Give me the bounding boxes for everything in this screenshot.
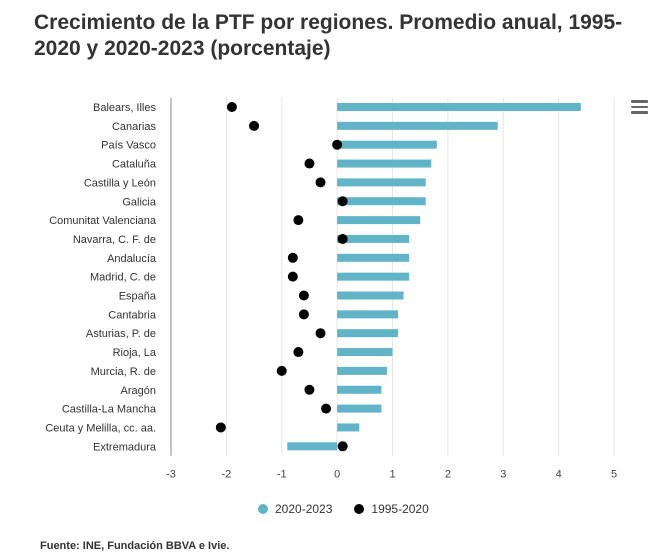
bar-2020-2023 — [337, 385, 382, 394]
bar-2020-2023 — [337, 103, 581, 111]
category-label: Murcia, R. de — [91, 366, 156, 378]
category-label: Aragón — [121, 385, 156, 397]
bar-2020-2023 — [337, 178, 426, 187]
category-label: Andalucía — [107, 253, 157, 265]
chart-legend: 2020-2023 1995-2020 — [258, 502, 451, 516]
dot-1995-2020 — [337, 441, 348, 452]
x-tick-label: 4 — [556, 469, 562, 481]
legend-marker-1995-2020 — [354, 504, 365, 514]
dot-1995-2020 — [315, 177, 326, 188]
legend-marker-2020-2023 — [258, 504, 268, 514]
x-tick-label: 3 — [500, 469, 506, 481]
legend-label-2020-2023: 2020-2023 — [275, 502, 333, 516]
bar-2020-2023 — [337, 348, 393, 357]
category-label: Castilla-La Mancha — [62, 404, 157, 416]
bar-2020-2023 — [337, 291, 404, 300]
category-label: España — [119, 291, 157, 303]
category-label: Comunitat Valenciana — [49, 215, 157, 227]
bar-2020-2023 — [337, 423, 360, 432]
category-label: Canarias — [112, 121, 157, 133]
legend-item-1995-2020[interactable]: 1995-2020 — [354, 502, 429, 516]
dot-1995-2020 — [226, 102, 237, 112]
bar-2020-2023 — [337, 140, 437, 149]
bar-2020-2023 — [337, 197, 426, 206]
bar-2020-2023 — [337, 216, 421, 225]
x-tick-label: -1 — [277, 469, 287, 481]
x-tick-label: 1 — [389, 469, 395, 481]
dot-1995-2020 — [298, 290, 309, 301]
dot-1995-2020 — [215, 422, 226, 433]
category-label: Rioja, La — [113, 347, 157, 359]
category-label: Galicia — [122, 196, 157, 208]
bar-2020-2023 — [337, 404, 382, 413]
legend-item-2020-2023[interactable]: 2020-2023 — [258, 502, 332, 516]
dot-1995-2020 — [304, 158, 315, 169]
bar-2020-2023 — [337, 121, 498, 130]
source-note: Fuente: INE, Fundación BBVA e Ivie. — [40, 540, 230, 552]
dot-1995-2020 — [337, 233, 348, 244]
dot-1995-2020 — [293, 347, 304, 358]
legend-label-1995-2020: 1995-2020 — [371, 502, 429, 516]
bar-2020-2023 — [337, 329, 399, 338]
category-label: Ceuta y Melilla, cc. aa. — [45, 422, 156, 434]
chart-title: Crecimiento de la PTF por regiones. Prom… — [34, 11, 623, 60]
chart-plot: -3 -2 -1 0 1 2 3 4 5 Balears, Illes Canarias País V… — [45, 97, 617, 481]
bar-2020-2023 — [287, 442, 338, 451]
bar-2020-2023 — [337, 234, 410, 243]
bar-2020-2023 — [337, 310, 399, 319]
dot-1995-2020 — [304, 384, 315, 395]
dot-1995-2020 — [332, 139, 343, 150]
x-tick-label: 5 — [611, 469, 617, 481]
category-label: Madrid, C. de — [90, 272, 156, 284]
category-label: Extremadura — [93, 441, 157, 453]
x-tick-label: 0 — [334, 469, 340, 481]
dot-1995-2020 — [321, 403, 332, 414]
dot-1995-2020 — [293, 215, 304, 226]
dot-1995-2020 — [287, 252, 298, 263]
dot-1995-2020 — [298, 309, 309, 320]
x-tick-label: 2 — [445, 469, 451, 481]
x-tick-label: -2 — [221, 469, 231, 481]
category-label: Balears, Illes — [93, 102, 156, 114]
category-label: País Vasco — [101, 140, 156, 152]
bar-2020-2023 — [337, 159, 432, 168]
category-label: Cataluña — [112, 159, 157, 171]
bar-2020-2023 — [337, 253, 410, 262]
bar-2020-2023 — [337, 366, 387, 375]
dot-1995-2020 — [337, 196, 348, 207]
category-label: Cantabria — [108, 309, 157, 321]
category-label: Castilla y León — [84, 177, 156, 189]
dot-1995-2020 — [315, 328, 326, 339]
x-tick-label: -3 — [166, 469, 176, 481]
hamburger-menu-icon[interactable] — [631, 100, 648, 114]
bar-2020-2023 — [337, 272, 410, 281]
category-label: Asturias, P. de — [86, 328, 156, 340]
dot-1995-2020 — [249, 120, 260, 131]
category-label: Navarra, C. F. de — [73, 234, 156, 246]
dot-1995-2020 — [276, 365, 287, 376]
dot-1995-2020 — [287, 271, 298, 282]
